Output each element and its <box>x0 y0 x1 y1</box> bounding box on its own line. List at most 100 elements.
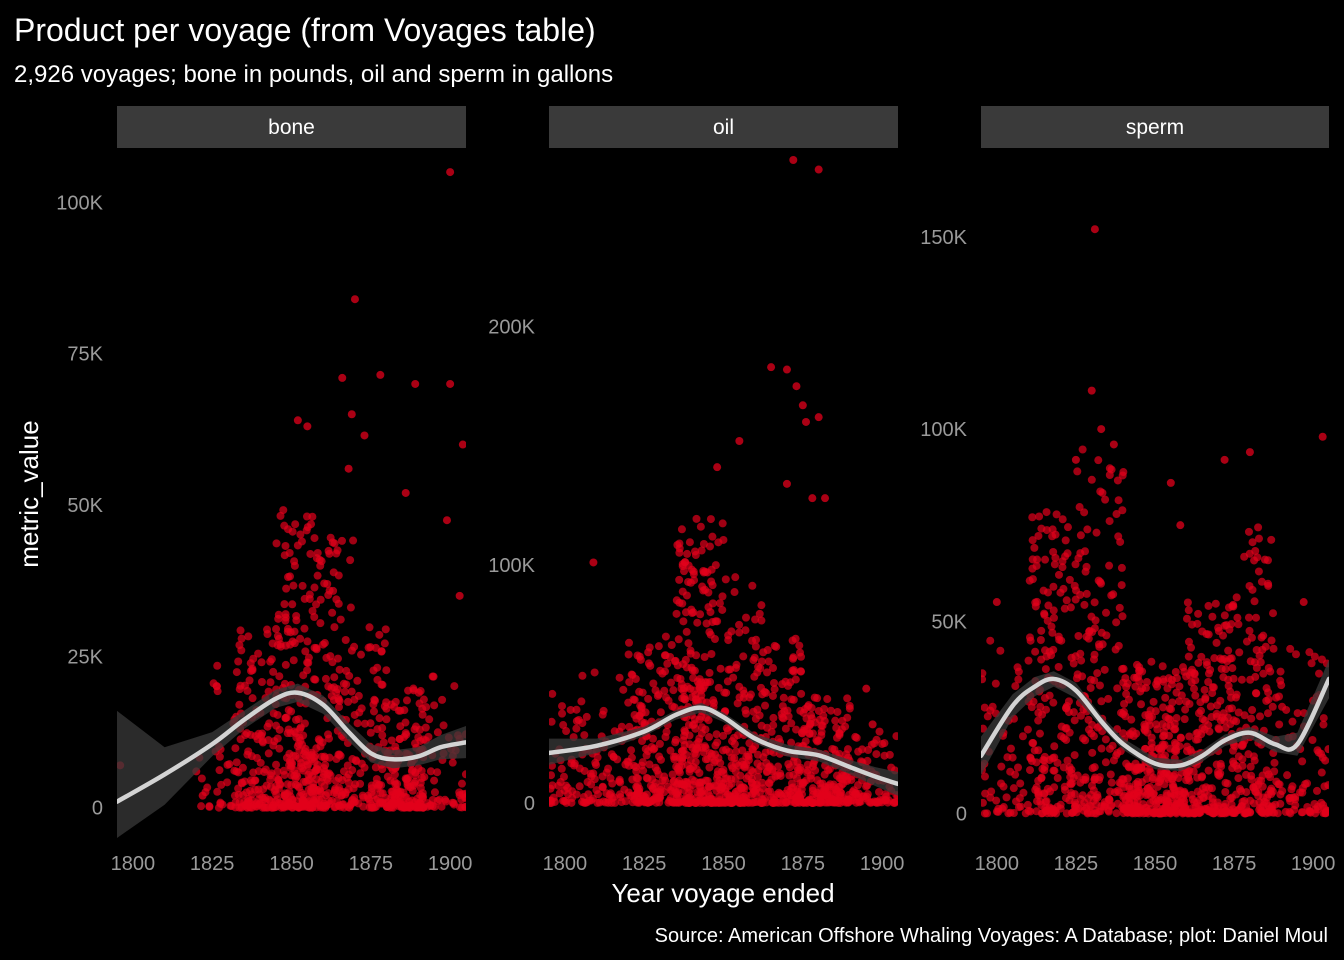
data-point <box>1249 752 1258 761</box>
data-point <box>701 725 710 734</box>
data-point <box>1313 786 1322 795</box>
data-point <box>1060 604 1069 613</box>
data-point <box>1073 771 1082 780</box>
x-tick-label: 1825 <box>622 853 667 875</box>
data-point <box>1200 788 1209 797</box>
data-point <box>1090 775 1099 784</box>
data-point <box>781 724 790 733</box>
data-point <box>787 738 796 747</box>
data-point <box>197 774 206 783</box>
data-point <box>1008 753 1017 762</box>
data-point <box>341 636 350 645</box>
data-point <box>669 686 678 695</box>
data-point <box>554 781 563 790</box>
data-point <box>637 704 646 713</box>
data-point <box>1247 714 1256 723</box>
data-point <box>820 798 829 807</box>
data-point <box>1258 782 1267 791</box>
data-point <box>321 674 330 683</box>
data-point <box>681 558 690 567</box>
data-point <box>225 760 234 769</box>
data-point <box>1030 543 1039 552</box>
data-point <box>316 595 325 604</box>
data-point <box>313 765 322 774</box>
data-point <box>648 775 657 784</box>
data-point <box>1191 676 1200 685</box>
data-point <box>678 694 687 703</box>
data-point <box>1180 797 1189 806</box>
data-point <box>1132 792 1141 801</box>
data-point <box>854 747 863 756</box>
data-point <box>698 582 707 591</box>
data-point <box>727 775 736 784</box>
data-point <box>240 681 249 690</box>
data-point <box>369 707 378 716</box>
data-point <box>411 722 420 731</box>
data-point <box>740 784 749 793</box>
data-point <box>1196 805 1205 814</box>
data-point <box>763 668 772 677</box>
data-point <box>637 761 646 770</box>
data-point <box>1055 635 1064 644</box>
data-point <box>1159 703 1168 712</box>
data-point <box>731 573 740 582</box>
data-point <box>986 636 995 645</box>
data-point <box>373 663 382 672</box>
x-tick-label: 1900 <box>428 853 473 875</box>
data-point <box>1002 793 1011 802</box>
data-point <box>646 781 655 790</box>
data-point <box>683 549 692 558</box>
data-point <box>1185 732 1194 741</box>
data-point <box>871 798 880 807</box>
data-point <box>1254 523 1263 532</box>
data-point <box>1221 665 1230 674</box>
data-point <box>702 619 711 628</box>
data-point <box>803 766 812 775</box>
data-point <box>1031 647 1040 656</box>
data-point <box>996 646 1005 655</box>
data-point <box>697 789 706 798</box>
data-point <box>1317 768 1326 777</box>
data-point <box>705 542 714 551</box>
data-point <box>1074 631 1083 640</box>
data-point <box>1184 637 1193 646</box>
data-point <box>1270 758 1279 767</box>
data-point <box>724 636 733 645</box>
data-point <box>260 803 269 812</box>
data-point <box>264 749 273 758</box>
data-point <box>1074 804 1083 813</box>
data-point <box>1269 644 1278 653</box>
data-point <box>1034 716 1043 725</box>
data-point <box>1323 806 1329 815</box>
data-point <box>433 728 442 737</box>
data-point <box>848 787 857 796</box>
data-point <box>1219 631 1228 640</box>
data-point <box>667 785 676 794</box>
data-point-outlier <box>344 464 353 473</box>
data-point <box>580 766 589 775</box>
chart-subtitle: 2,926 voyages; bone in pounds, oil and s… <box>14 61 613 88</box>
data-point <box>687 663 696 672</box>
data-point <box>1106 770 1115 779</box>
data-point <box>365 623 374 632</box>
data-point <box>1257 577 1266 586</box>
data-point <box>393 779 402 788</box>
data-point <box>1106 802 1115 811</box>
data-point <box>722 745 731 754</box>
data-point <box>796 648 805 657</box>
data-point-outlier <box>1109 440 1118 449</box>
data-point <box>254 795 263 804</box>
data-point-outlier <box>821 494 830 503</box>
data-point <box>700 742 709 751</box>
data-point <box>555 789 564 798</box>
data-point <box>753 759 762 768</box>
data-point <box>1305 648 1314 657</box>
smooth-line-oil <box>549 705 898 787</box>
data-point <box>1238 755 1247 764</box>
data-point <box>1252 646 1261 655</box>
data-point <box>1114 496 1123 505</box>
data-point-outlier <box>1090 225 1099 234</box>
data-point <box>981 798 987 807</box>
data-point <box>787 797 796 806</box>
data-point <box>690 576 699 585</box>
